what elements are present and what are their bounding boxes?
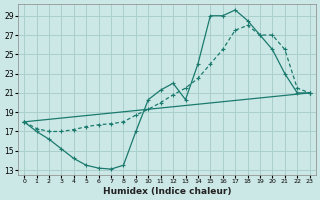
X-axis label: Humidex (Indice chaleur): Humidex (Indice chaleur) [103,187,231,196]
